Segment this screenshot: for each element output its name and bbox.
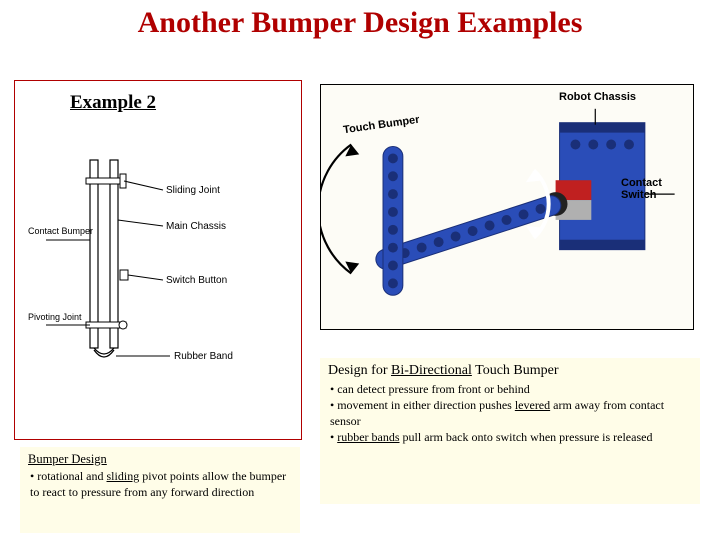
br-title-suffix: Touch Bumper bbox=[472, 363, 559, 378]
note-bidirectional: Design for Bi-Directional Touch Bumper •… bbox=[320, 358, 700, 504]
label-sliding-joint: Sliding Joint bbox=[166, 185, 220, 196]
page-title: Another Bumper Design Examples bbox=[0, 6, 720, 40]
example-label: Example 2 bbox=[70, 92, 156, 114]
schematic-diagram: Sliding Joint Main Chassis Contact Bumpe… bbox=[28, 150, 288, 370]
photo-diagram: Robot Chassis Touch Bumper Contact Switc… bbox=[320, 84, 694, 330]
br2-prefix: • movement in either direction pushes bbox=[330, 398, 515, 412]
br-bullet-2: • movement in either direction pushes le… bbox=[328, 397, 692, 429]
br-bullet-1: • can detect pressure from front or behi… bbox=[328, 381, 692, 397]
label-pivoting-joint: Pivoting Joint bbox=[28, 312, 82, 322]
label-rubber-band: Rubber Band bbox=[174, 351, 233, 362]
br3-under: rubber bands bbox=[337, 430, 399, 444]
note-bumper-design: Bumper Design • rotational and sliding p… bbox=[20, 447, 300, 533]
note-bumper-design-body: • rotational and sliding pivot points al… bbox=[28, 468, 292, 500]
br-title-prefix: Design for bbox=[328, 363, 391, 378]
label-robot-chassis: Robot Chassis bbox=[559, 91, 636, 103]
br-title-under: Bi-Directional bbox=[391, 363, 472, 378]
br2-under: levered bbox=[515, 398, 550, 412]
label-contact-switch: Contact Switch bbox=[621, 177, 693, 201]
label-switch-button: Switch Button bbox=[166, 275, 227, 286]
bl-prefix: • rotational and bbox=[30, 469, 107, 483]
label-main-chassis: Main Chassis bbox=[166, 221, 226, 232]
note-bumper-design-title: Bumper Design bbox=[28, 451, 292, 468]
br-bullet-3: • rubber bands pull arm back onto switch… bbox=[328, 429, 692, 445]
label-contact-bumper: Contact Bumper bbox=[28, 226, 93, 236]
br3-suffix: pull arm back onto switch when pressure … bbox=[400, 430, 653, 444]
note-bidir-title: Design for Bi-Directional Touch Bumper bbox=[328, 362, 692, 381]
bl-under: sliding bbox=[107, 469, 140, 483]
